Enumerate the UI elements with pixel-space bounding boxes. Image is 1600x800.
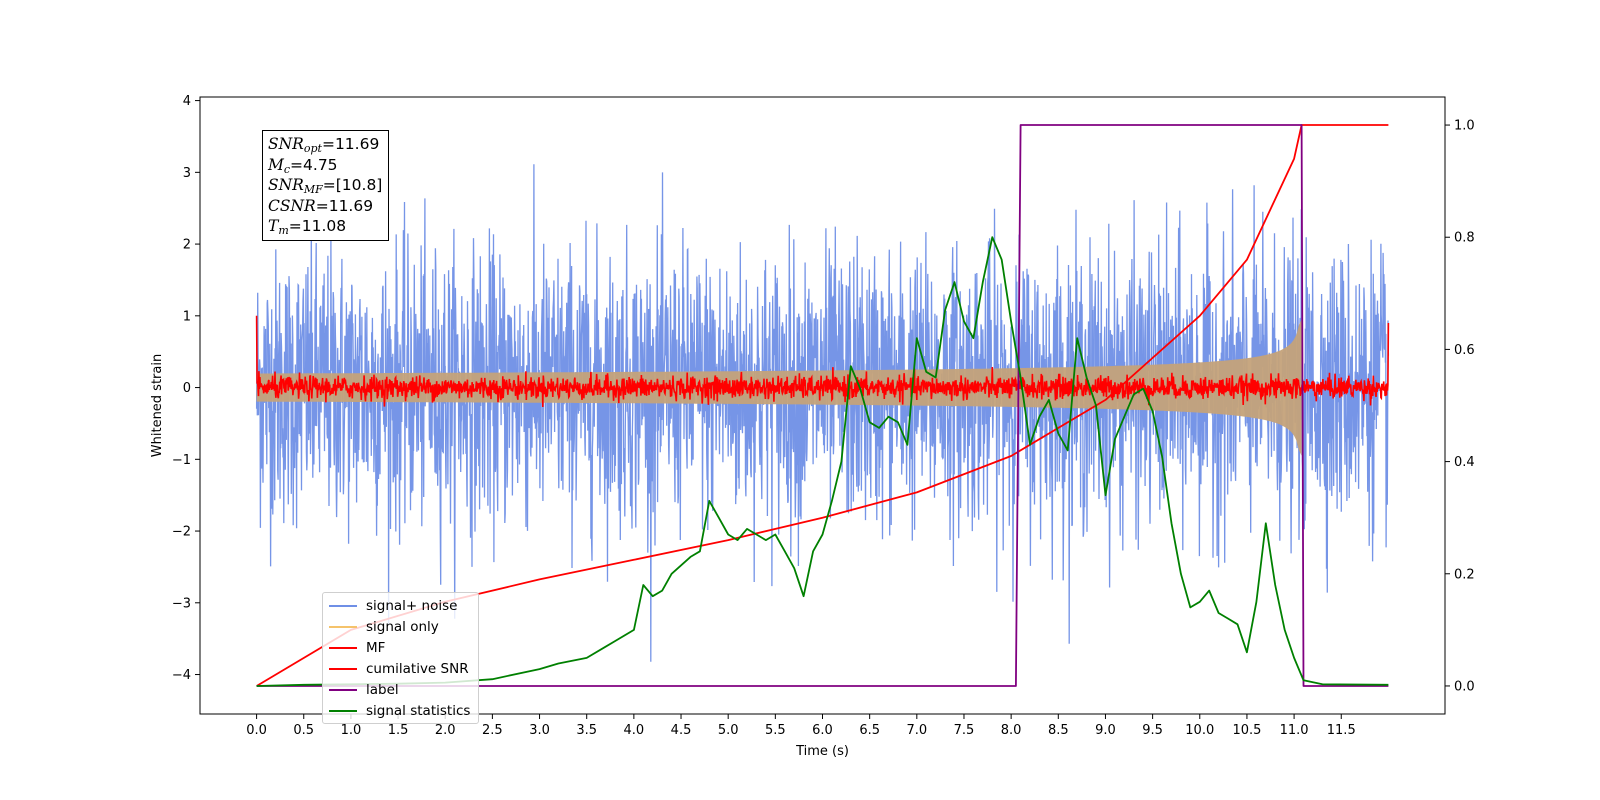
legend-swatch bbox=[329, 688, 357, 691]
x-tick-label: 6.5 bbox=[859, 723, 880, 738]
x-tick-label: 8.0 bbox=[1001, 723, 1022, 738]
series-mf bbox=[255, 315, 1390, 408]
x-tick-label: 9.0 bbox=[1095, 723, 1116, 738]
legend-label: signal only bbox=[366, 618, 439, 635]
legend-label: cumilative SNR bbox=[366, 660, 469, 677]
y-tick-label: −1 bbox=[172, 453, 191, 468]
legend-label: MF bbox=[366, 639, 386, 656]
snr-annotation-box: SNRopt=11.69 Mc=4.75 SNRMF=[10.8] CSNR=1… bbox=[262, 130, 390, 241]
x-tick-label: 8.5 bbox=[1048, 723, 1069, 738]
legend-entry-signal-noise: signal+ noise bbox=[323, 595, 478, 616]
x-tick-label: 10.5 bbox=[1232, 723, 1261, 738]
x-tick-label: 2.0 bbox=[435, 723, 456, 738]
x-tick-label: 6.0 bbox=[812, 723, 833, 738]
legend-label: label bbox=[366, 681, 399, 698]
snr-mf-line: SNRMF=[10.8] bbox=[268, 176, 383, 196]
x-tick-label: 2.5 bbox=[482, 723, 503, 738]
x-tick-label: 10.0 bbox=[1185, 723, 1214, 738]
y-axis-label: Whitened strain bbox=[150, 354, 165, 457]
legend-entry-cumulative-snr: cumilative SNR bbox=[323, 658, 478, 679]
snr-opt-value: =11.69 bbox=[321, 135, 380, 153]
legend-swatch bbox=[329, 646, 357, 649]
x-tick-label: 5.5 bbox=[765, 723, 786, 738]
snr-opt-line: SNRopt=11.69 bbox=[268, 135, 380, 155]
series-signal-statistics bbox=[256, 236, 1389, 687]
tm-value: =11.08 bbox=[288, 217, 347, 235]
y-tick-label: −2 bbox=[172, 525, 191, 540]
y-tick-label: 1 bbox=[183, 309, 191, 324]
x-tick-label: 5.0 bbox=[718, 723, 739, 738]
x-tick-label: 9.5 bbox=[1142, 723, 1163, 738]
y-tick-label: −3 bbox=[172, 596, 191, 611]
y2-tick-label: 1.0 bbox=[1454, 119, 1475, 134]
y-tick-label: 4 bbox=[183, 94, 191, 109]
legend-entry-signal-statistics: signal statistics bbox=[323, 700, 478, 721]
snr-mf-value: =[10.8] bbox=[322, 176, 383, 194]
legend-label: signal statistics bbox=[366, 702, 471, 719]
legend-swatch bbox=[329, 604, 357, 607]
x-tick-label: 11.0 bbox=[1280, 723, 1309, 738]
x-tick-label: 1.5 bbox=[388, 723, 409, 738]
x-tick-label: 4.5 bbox=[671, 723, 692, 738]
mc-value: =4.75 bbox=[290, 155, 338, 174]
x-tick-label: 0.0 bbox=[246, 723, 267, 738]
legend-label: signal+ noise bbox=[366, 597, 458, 614]
y2-tick-label: 0.8 bbox=[1454, 231, 1475, 246]
x-tick-label: 7.5 bbox=[954, 723, 975, 738]
series-label bbox=[256, 124, 1389, 687]
legend-entry-mf: MF bbox=[323, 637, 478, 658]
legend-entry-signal-only: signal only bbox=[323, 616, 478, 637]
csnr-value: =11.69 bbox=[315, 196, 374, 215]
csnr-line: CSNR=11.69 bbox=[268, 196, 374, 215]
x-tick-label: 1.0 bbox=[341, 723, 362, 738]
y-tick-label: 3 bbox=[183, 166, 191, 181]
x-axis-label: Time (s) bbox=[795, 744, 849, 759]
y-tick-label: −4 bbox=[172, 668, 191, 683]
legend: signal+ noise signal only MF cumilative … bbox=[322, 592, 479, 724]
legend-entry-label: label bbox=[323, 679, 478, 700]
legend-swatch bbox=[329, 709, 357, 712]
y2-tick-label: 0.4 bbox=[1454, 455, 1475, 470]
y2-tick-label: 0.2 bbox=[1454, 567, 1475, 582]
x-tick-label: 0.5 bbox=[293, 723, 314, 738]
x-tick-label: 4.0 bbox=[624, 723, 645, 738]
mc-line: Mc=4.75 bbox=[268, 155, 338, 176]
y2-tick-label: 0.0 bbox=[1454, 679, 1475, 694]
x-tick-label: 11.5 bbox=[1327, 723, 1356, 738]
y-tick-label: 2 bbox=[183, 238, 191, 253]
y2-tick-label: 0.6 bbox=[1454, 343, 1475, 358]
x-tick-label: 3.5 bbox=[576, 723, 597, 738]
tm-line: Tm=11.08 bbox=[268, 217, 347, 237]
x-tick-label: 3.0 bbox=[529, 723, 550, 738]
y-tick-label: 0 bbox=[183, 381, 191, 396]
x-tick-label: 7.0 bbox=[906, 723, 927, 738]
legend-swatch bbox=[329, 625, 357, 628]
legend-swatch bbox=[329, 667, 357, 670]
